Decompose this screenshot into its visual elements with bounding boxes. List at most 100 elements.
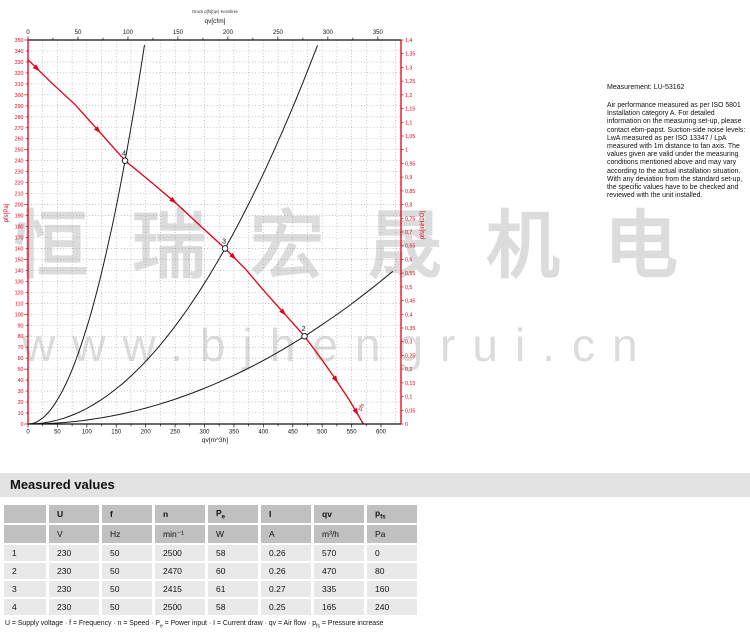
table-cell: 0.25 [261, 599, 311, 615]
svg-text:350: 350 [15, 38, 24, 44]
svg-text:0: 0 [26, 30, 30, 36]
svg-text:0,45: 0,45 [405, 299, 415, 305]
svg-text:300: 300 [199, 430, 210, 436]
table-cell: m³/h [314, 525, 364, 543]
table-row: 2 230 50 2470 60 0.26 470 80 [4, 563, 417, 579]
svg-text:340: 340 [15, 49, 24, 55]
svg-text:160: 160 [15, 246, 24, 252]
svg-text:1,25: 1,25 [405, 79, 415, 85]
svg-text:600: 600 [376, 430, 387, 436]
table-cell: Pe [208, 505, 258, 523]
svg-text:320: 320 [15, 71, 24, 77]
table-cell: 50 [102, 599, 152, 615]
table-cell: 3 [4, 581, 46, 597]
curve-name-label: pfs [357, 402, 366, 412]
svg-text:0,6: 0,6 [405, 257, 412, 263]
svg-text:250: 250 [170, 430, 181, 436]
measured-point-circle [121, 157, 129, 164]
table-cell: 0.27 [261, 581, 311, 597]
svg-text:0,3: 0,3 [405, 340, 412, 346]
svg-text:1: 1 [405, 148, 408, 154]
table-cell: 230 [49, 563, 99, 579]
svg-text:0,55: 0,55 [405, 271, 415, 277]
svg-text:60: 60 [18, 356, 24, 362]
table-cell: 50 [102, 545, 152, 561]
svg-text:1,15: 1,15 [405, 107, 415, 113]
svg-text:1,05: 1,05 [405, 134, 415, 140]
chart-small-title: Druck p[fs](qv) Kennlinie [192, 9, 238, 14]
svg-text:0,35: 0,35 [405, 326, 415, 332]
svg-text:70: 70 [18, 345, 24, 351]
svg-text:20: 20 [18, 400, 24, 406]
table-cell: U [49, 505, 99, 523]
table-cell: 60 [208, 563, 258, 579]
svg-text:0,7: 0,7 [405, 230, 412, 236]
measurement-note: Measurement: LU-53162 Air performance me… [607, 84, 749, 200]
table-cell [4, 525, 46, 543]
table-row: 1 230 50 2500 58 0.26 570 0 [4, 545, 417, 561]
svg-text:240: 240 [15, 159, 24, 165]
gridlines [28, 40, 401, 424]
svg-text:0,65: 0,65 [405, 244, 415, 250]
section-title: Measured values [10, 477, 115, 492]
measured-point-label: 4 [122, 151, 126, 158]
table-cell: 0 [367, 545, 417, 561]
svg-text:0,1: 0,1 [405, 395, 412, 401]
svg-text:450: 450 [288, 430, 299, 436]
measured-point-label: 3 [222, 238, 226, 245]
table-row: 4 230 50 2500 58 0.25 165 240 [4, 599, 417, 615]
svg-text:0,85: 0,85 [405, 189, 415, 195]
svg-text:170: 170 [15, 235, 24, 241]
table-cell: 58 [208, 599, 258, 615]
table-cell: pfs [367, 505, 417, 523]
svg-text:550: 550 [347, 430, 358, 436]
svg-text:270: 270 [15, 126, 24, 132]
top-axis-title: qv[cfm] [205, 18, 226, 25]
table-cell: Hz [102, 525, 152, 543]
table-cell: W [208, 525, 258, 543]
svg-text:260: 260 [15, 137, 24, 143]
table-cell: 2500 [155, 599, 205, 615]
table-cell: 50 [102, 563, 152, 579]
svg-text:500: 500 [317, 430, 328, 436]
measurement-title: Measurement: LU-53162 [607, 84, 685, 91]
table-row: 3 230 50 2415 61 0.27 335 160 [4, 581, 417, 597]
table-cell: 240 [367, 599, 417, 615]
table-cell: 1 [4, 545, 46, 561]
svg-text:150: 150 [173, 30, 184, 36]
svg-text:50: 50 [18, 367, 24, 373]
footer-legend: U = Supply voltage · f = Frequency · n =… [5, 620, 384, 630]
svg-text:0,9: 0,9 [405, 175, 412, 181]
table-cell: 0.26 [261, 545, 311, 561]
svg-text:1,3: 1,3 [405, 65, 412, 71]
table-cell: 80 [367, 563, 417, 579]
right-axis-title: pfs[inH2O] [420, 211, 426, 240]
svg-text:50: 50 [75, 30, 82, 36]
table-cell: 58 [208, 545, 258, 561]
svg-text:1,4: 1,4 [405, 38, 412, 44]
svg-text:150: 150 [111, 430, 122, 436]
table-cell: 165 [314, 599, 364, 615]
svg-text:40: 40 [18, 378, 24, 384]
svg-text:1,1: 1,1 [405, 120, 412, 126]
svg-text:120: 120 [15, 290, 24, 296]
svg-text:190: 190 [15, 214, 24, 220]
svg-text:30: 30 [18, 389, 24, 395]
svg-text:0,05: 0,05 [405, 408, 415, 414]
svg-text:0,75: 0,75 [405, 216, 415, 222]
svg-text:300: 300 [323, 30, 334, 36]
table-cell: qv [314, 505, 364, 523]
svg-text:1,2: 1,2 [405, 93, 412, 99]
svg-text:110: 110 [15, 301, 23, 307]
svg-text:220: 220 [15, 181, 24, 187]
svg-text:150: 150 [15, 257, 24, 263]
svg-text:0,4: 0,4 [405, 312, 412, 318]
table-cell: 335 [314, 581, 364, 597]
svg-text:130: 130 [15, 279, 24, 285]
svg-text:0,5: 0,5 [405, 285, 412, 291]
table-cell: 2415 [155, 581, 205, 597]
svg-text:250: 250 [15, 148, 24, 154]
